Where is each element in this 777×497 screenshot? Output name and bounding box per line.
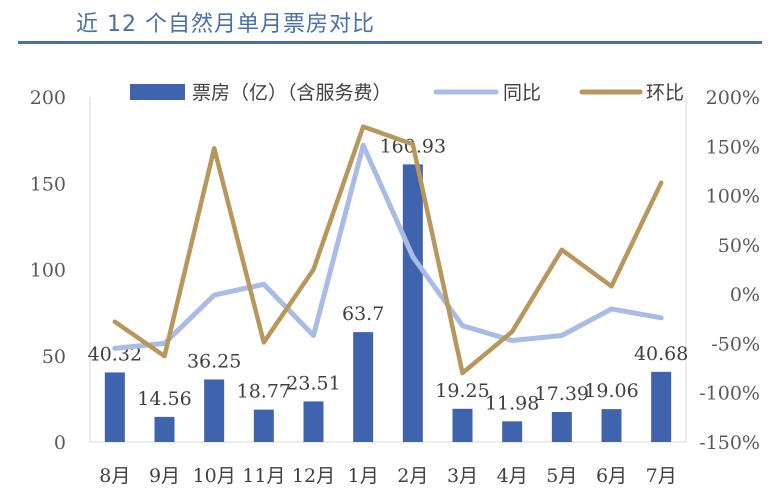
x-axis-tick-label: 10月 [193,465,236,487]
left-axis-tick-label: 100 [30,260,66,282]
bar-data-label: 40.68 [634,343,688,365]
bar [601,409,622,442]
x-axis-tick-label: 4月 [497,465,528,487]
left-axis-tick-label: 0 [54,432,66,454]
bar [452,408,473,442]
left-axis-tick-label: 50 [42,346,66,368]
bar [651,371,672,442]
yoy-series-line [112,142,664,351]
x-axis-tick-label: 5月 [546,465,577,487]
x-axis-tick-label: 12月 [292,465,335,487]
right-axis-tick-label: -150% [699,432,760,454]
legend-label-bar: 票房（亿）（含服务费） [192,82,392,104]
legend-swatch-bar [130,84,185,100]
title-divider [18,41,762,44]
bar-data-label: 17.39 [535,383,589,405]
x-axis-tick-label: 3月 [447,465,478,487]
x-axis-tick-label: 11月 [242,465,285,487]
right-axis-tick-label: 50% [718,235,760,257]
bar-data-label: 63.7 [342,303,384,325]
bar [253,409,274,442]
bar [402,164,423,442]
bar-data-label: 36.25 [187,350,241,372]
bar [303,401,324,442]
x-axis-tick-label: 2月 [397,465,428,487]
right-axis-tick-label: -100% [699,383,760,405]
bar-data-label: 14.56 [137,388,191,410]
page-title: 近 12 个自然月单月票房对比 [76,12,375,37]
bar-data-label: 23.51 [286,372,340,394]
right-axis-tick-label: 200% [706,87,760,109]
legend-label-yoy: 同比 [503,82,541,104]
right-axis-tick-label: 100% [706,186,760,208]
x-axis-tick-label: 8月 [99,465,130,487]
bar [104,372,125,442]
right-axis-tick-label: -50% [711,333,760,355]
x-axis-tick-label: 1月 [348,465,379,487]
x-axis-tick-label: 9月 [149,465,180,487]
bar-data-label: 19.25 [435,380,489,402]
x-axis-tick-label: 6月 [596,465,627,487]
right-axis-tick-label: 0% [730,284,760,306]
bar-data-label: 19.06 [584,380,638,402]
bar-data-label: 11.98 [485,392,539,414]
bar [551,412,572,442]
right-axis-tick-label: 150% [706,136,760,158]
mom-series-line [112,124,664,376]
bar-data-label: 18.77 [237,381,291,403]
x-axis-tick-label: 7月 [646,465,677,487]
bar [353,332,374,442]
legend-label-mom: 环比 [646,82,684,104]
bar [502,421,523,442]
bar [154,416,175,442]
left-axis-tick-label: 150 [30,173,66,195]
bar [204,379,225,442]
left-axis-tick-label: 200 [30,87,66,109]
